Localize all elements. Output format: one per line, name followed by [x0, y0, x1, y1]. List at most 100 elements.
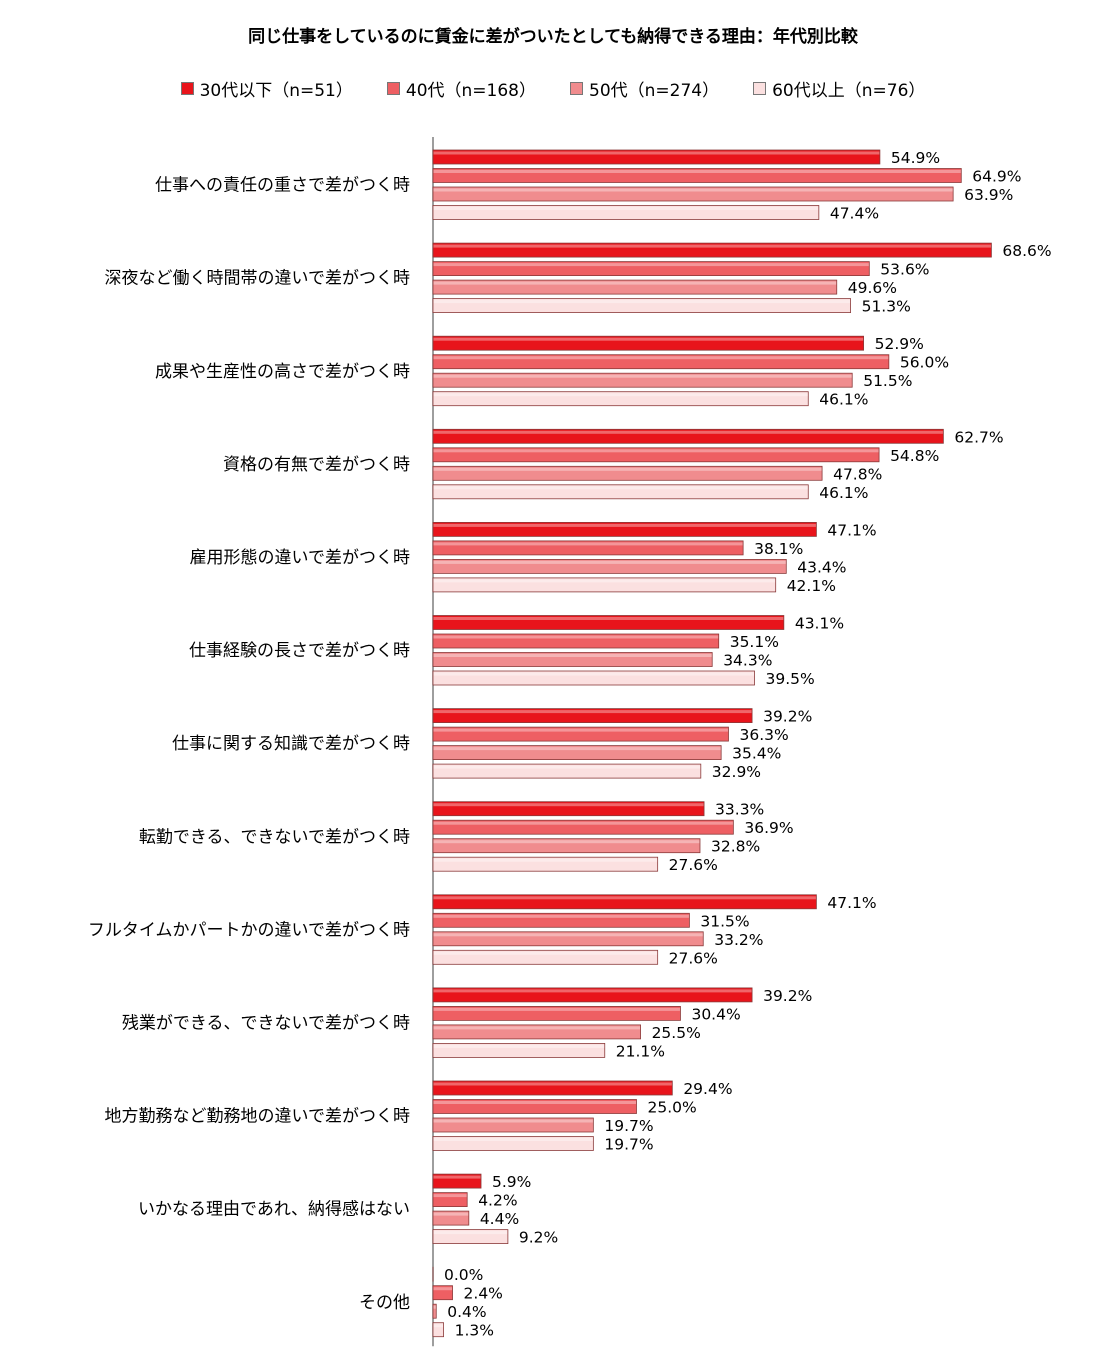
bar: [432, 670, 755, 686]
bar-highlight: [433, 617, 784, 620]
bar: [432, 987, 753, 1003]
bar: [432, 149, 881, 165]
data-label: 25.0%: [648, 1099, 697, 1117]
bar: [432, 726, 729, 742]
data-label: 43.1%: [795, 615, 844, 633]
bar-highlight: [433, 449, 879, 453]
bar-highlight: [433, 337, 864, 341]
legend-label: 50代（n=274）: [589, 81, 720, 101]
data-label: 51.5%: [863, 372, 912, 390]
bar-highlight: [433, 710, 752, 714]
data-label: 21.1%: [616, 1042, 665, 1060]
bar: [432, 1006, 681, 1021]
data-label: 2.4%: [464, 1285, 503, 1303]
bar: [432, 205, 820, 220]
data-label: 56.0%: [900, 354, 949, 372]
bar: [432, 856, 659, 872]
category-label: 残業ができる、できないで差がつく時: [122, 1013, 410, 1033]
data-label: 4.4%: [480, 1210, 519, 1228]
bar-highlight: [433, 579, 776, 583]
data-label: 35.1%: [730, 633, 779, 651]
bar-highlight: [433, 1324, 444, 1328]
data-label: 32.8%: [711, 838, 760, 856]
bar: [432, 447, 880, 463]
bar-highlight: [433, 858, 658, 862]
bar: [432, 484, 809, 500]
data-label: 1.3%: [455, 1322, 494, 1340]
bar-highlight: [433, 1082, 672, 1086]
category-label: その他: [359, 1293, 410, 1313]
bar-highlight: [433, 393, 808, 397]
bar-highlight: [433, 188, 953, 192]
bar: [432, 372, 853, 388]
bar: [432, 428, 944, 444]
data-label: 31.5%: [700, 912, 749, 930]
bar-highlight: [433, 1007, 680, 1011]
bar: [432, 261, 870, 277]
category-label: フルタイムかパートかの違いで差がつく時: [88, 920, 410, 940]
bar-highlight: [433, 467, 822, 471]
data-label: 51.3%: [862, 298, 911, 316]
bar-highlight: [433, 263, 869, 267]
category-label: 資格の有無で差がつく時: [223, 455, 410, 475]
bar: [432, 559, 787, 574]
bar-highlight: [433, 765, 701, 769]
bar-highlight: [433, 1305, 436, 1309]
bar-highlight: [433, 896, 816, 900]
data-label: 9.2%: [519, 1229, 558, 1247]
bar: [432, 186, 954, 202]
category-label: いかなる理由であれ、納得感はない: [138, 1200, 410, 1220]
data-label: 36.3%: [739, 726, 788, 744]
data-label: 5.9%: [492, 1173, 531, 1191]
bar: [432, 1173, 482, 1189]
bar-highlight: [433, 1138, 593, 1141]
bar-highlight: [433, 635, 719, 639]
bar: [432, 1322, 444, 1338]
data-label: 53.6%: [880, 261, 929, 279]
data-label: 47.1%: [827, 521, 876, 539]
bar-highlight: [433, 374, 852, 378]
bar: [432, 522, 817, 537]
bar: [432, 652, 713, 667]
bar: [432, 819, 734, 835]
legend-swatch: [180, 82, 194, 95]
category-label: 仕事に関する知識で差がつく時: [172, 734, 410, 754]
bar-highlight: [433, 1044, 605, 1048]
legend-label: 40代（n=168）: [405, 81, 536, 101]
data-label: 0.0%: [444, 1266, 483, 1284]
bar: [432, 540, 744, 556]
bar: [432, 949, 659, 965]
data-label: 19.7%: [604, 1136, 653, 1154]
bar: [432, 298, 851, 314]
data-label: 33.3%: [715, 801, 764, 819]
bar-highlight: [433, 1287, 453, 1291]
legend-swatch: [753, 82, 767, 95]
category-label: 雇用形態の違いで差がつく時: [190, 548, 411, 568]
bar-highlight: [433, 747, 721, 751]
data-label: 27.6%: [669, 856, 718, 874]
data-label: 63.9%: [964, 186, 1013, 204]
category-label: 成果や生産性の高さで差がつく時: [155, 362, 410, 382]
bar: [432, 168, 962, 183]
bar-highlight: [433, 654, 712, 657]
bar-highlight: [433, 1101, 636, 1104]
bar: [432, 391, 809, 407]
data-label: 39.5%: [766, 670, 815, 688]
bar: [432, 1229, 509, 1244]
bar: [432, 801, 705, 817]
bar-highlight: [433, 1194, 467, 1198]
data-label: 27.6%: [669, 949, 718, 967]
bar-highlight: [433, 951, 658, 955]
bar: [432, 1099, 637, 1114]
data-label: 52.9%: [875, 335, 924, 353]
data-label: 47.1%: [827, 894, 876, 912]
bar-highlight: [433, 1119, 593, 1123]
bar: [432, 242, 992, 258]
data-label: 39.2%: [763, 708, 812, 726]
bar: [432, 577, 777, 593]
bar-highlight: [433, 933, 703, 937]
bar-highlight: [433, 170, 961, 173]
legend-label: 60代以上（n=76）: [772, 81, 926, 101]
bar-highlight: [433, 728, 728, 732]
bar-highlight: [433, 821, 733, 825]
